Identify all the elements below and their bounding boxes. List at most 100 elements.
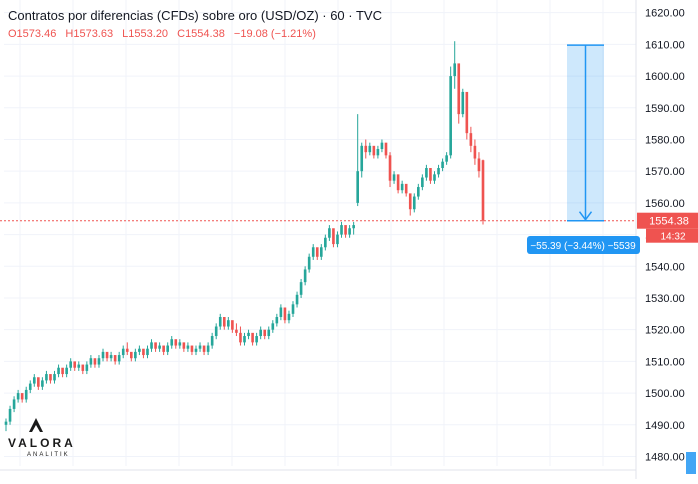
- candle: [441, 158, 444, 172]
- candle: [77, 361, 81, 371]
- candle-body: [178, 342, 182, 346]
- candle: [4, 418, 8, 432]
- candle-body: [85, 364, 89, 371]
- candle-body: [441, 161, 444, 169]
- candle: [190, 345, 194, 356]
- candle: [356, 114, 360, 207]
- candle: [384, 142, 388, 159]
- candle-body: [263, 329, 267, 337]
- candle-body: [328, 228, 331, 238]
- candle: [129, 351, 133, 362]
- candle-body: [303, 269, 307, 283]
- candle-body: [311, 247, 315, 257]
- candle-body: [174, 339, 178, 346]
- y-tick-label: 1490.00: [645, 420, 685, 432]
- measure-badge: [527, 236, 640, 254]
- candle: [28, 380, 32, 394]
- ohlc-open: O1573.46: [8, 28, 57, 40]
- candle: [271, 320, 275, 333]
- candle: [344, 225, 347, 238]
- candle-body: [368, 145, 372, 153]
- candle-body: [259, 329, 262, 337]
- measure-arrow-head: [578, 211, 593, 221]
- candle: [368, 142, 372, 156]
- candle: [352, 221, 355, 235]
- candle-body: [396, 174, 400, 191]
- candle: [445, 152, 448, 165]
- candle-body: [380, 142, 384, 149]
- candle-body: [154, 342, 157, 349]
- candle: [251, 332, 254, 346]
- candle-body: [267, 329, 271, 337]
- candle-body: [271, 323, 275, 330]
- candle: [105, 351, 109, 362]
- candle-body: [182, 342, 186, 349]
- candle-body: [340, 225, 343, 235]
- y-tick-label: 1520.00: [645, 325, 685, 337]
- candle-body: [360, 145, 364, 172]
- candle-body: [37, 377, 40, 387]
- candle: [97, 355, 101, 368]
- candle-body: [41, 380, 44, 387]
- candle: [210, 332, 214, 349]
- candle-body: [194, 348, 198, 352]
- candle: [227, 317, 230, 330]
- candle-body: [376, 148, 380, 156]
- measure-tool[interactable]: [567, 44, 604, 222]
- candle-body: [243, 336, 246, 343]
- candle: [65, 364, 68, 378]
- candle: [477, 152, 481, 178]
- candle-body: [417, 187, 420, 197]
- candle: [425, 164, 428, 181]
- candle: [396, 174, 400, 194]
- candle-body: [125, 348, 129, 352]
- candle-body: [121, 348, 125, 356]
- candle: [61, 367, 64, 378]
- candle-body: [235, 329, 238, 333]
- countdown-badge: [646, 228, 698, 243]
- price-badges: 1554.38 14:32 −55.39 (−3.44%) −5539: [527, 212, 698, 474]
- candle: [376, 145, 380, 159]
- candle: [37, 377, 40, 390]
- time-axis-marker: [686, 452, 696, 474]
- candle: [299, 278, 303, 298]
- candle-body: [97, 358, 101, 365]
- countdown-label: 14:32: [660, 232, 685, 243]
- candle: [255, 332, 258, 346]
- y-tick-label: 1510.00: [645, 356, 685, 368]
- candle-body: [138, 348, 141, 352]
- candle: [417, 183, 420, 200]
- candle-body: [166, 345, 170, 352]
- candle: [275, 313, 279, 327]
- candle-body: [105, 351, 109, 359]
- candle: [12, 396, 16, 413]
- candle: [392, 171, 396, 184]
- candle: [69, 358, 72, 371]
- candle-body: [129, 351, 133, 359]
- candle-body: [473, 145, 477, 159]
- candle: [457, 63, 461, 124]
- candle: [202, 345, 206, 356]
- candle-body: [348, 228, 351, 235]
- candle-body: [392, 174, 396, 181]
- candle: [206, 342, 210, 356]
- candle-body: [170, 339, 174, 346]
- candle: [453, 41, 457, 89]
- candle-body: [404, 183, 408, 194]
- candle: [469, 126, 473, 153]
- candle: [412, 193, 416, 213]
- candle: [315, 247, 319, 260]
- candle: [231, 320, 234, 333]
- y-tick-label: 1570.00: [645, 166, 685, 178]
- candle: [8, 405, 12, 425]
- candle: [142, 348, 145, 359]
- candle: [372, 145, 376, 159]
- candle: [134, 348, 137, 362]
- candle-body: [214, 326, 218, 337]
- candle: [49, 374, 52, 384]
- candle: [117, 351, 121, 365]
- y-tick-label: 1480.00: [645, 451, 685, 463]
- candle-body: [32, 377, 36, 384]
- candle-body: [324, 237, 327, 248]
